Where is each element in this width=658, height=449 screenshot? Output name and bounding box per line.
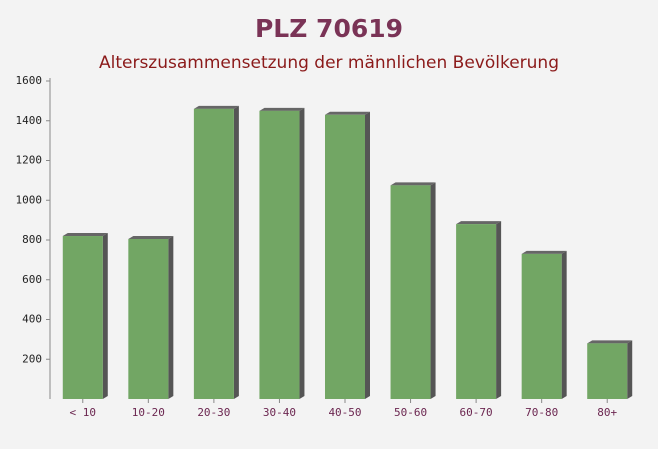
chart-title: PLZ 70619 [255, 14, 403, 43]
bar-top [587, 340, 633, 344]
bar-side [496, 221, 502, 399]
x-tick-label: 20-30 [197, 406, 230, 419]
y-tick-label: 1400 [16, 114, 43, 127]
bar-side [168, 236, 174, 399]
bar-top [325, 111, 370, 115]
x-tick-label: 80+ [597, 406, 617, 419]
x-tick-label: 30-40 [263, 406, 296, 419]
bar-top [390, 182, 436, 186]
x-tick-label: 10-20 [132, 406, 165, 419]
bar [62, 236, 103, 399]
bar [259, 110, 300, 399]
bar-top [521, 250, 567, 254]
x-tick-label: 60-70 [460, 406, 493, 419]
x-tick-label: < 10 [70, 406, 97, 419]
bar-side [430, 182, 436, 399]
bar-side [233, 105, 239, 399]
y-tick-label: 1600 [16, 74, 43, 87]
x-tick-label: 70-80 [525, 406, 558, 419]
y-tick-label: 1000 [16, 193, 43, 206]
bar-side [627, 340, 633, 399]
bar [325, 114, 365, 399]
bar [390, 185, 431, 399]
bar-side [561, 250, 567, 399]
bar-top [259, 107, 305, 111]
bar-side [299, 107, 305, 399]
bar [456, 224, 497, 399]
bar [193, 108, 234, 399]
bar [521, 253, 562, 399]
bar-side [102, 233, 108, 399]
bar-top [456, 221, 502, 225]
bar-top [128, 236, 174, 240]
y-tick-label: 600 [22, 273, 42, 286]
y-tick-label: 800 [22, 233, 42, 246]
bar-top [193, 105, 239, 109]
bar [587, 343, 628, 399]
y-tick-label: 1200 [16, 154, 43, 167]
bar-side [365, 111, 370, 399]
bar-top [62, 233, 108, 237]
chart-subtitle: Alterszusammensetzung der männlichen Bev… [99, 53, 559, 73]
x-tick-label: 50-60 [394, 406, 427, 419]
bar [128, 239, 169, 399]
y-tick-label: 400 [22, 313, 42, 326]
y-tick-label: 200 [22, 352, 42, 365]
x-tick-label: 40-50 [328, 406, 361, 419]
